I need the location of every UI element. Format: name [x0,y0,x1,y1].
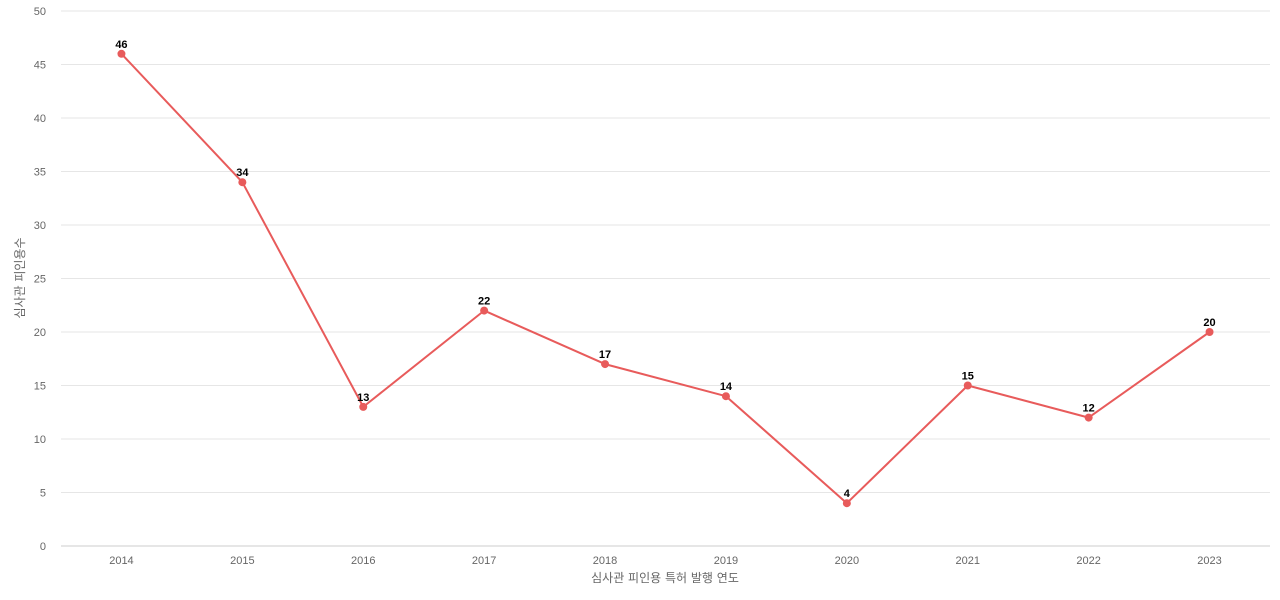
data-label: 22 [478,296,490,308]
y-tick-label: 35 [34,167,46,179]
y-tick-label: 10 [34,434,46,446]
x-tick-label: 2023 [1197,555,1221,567]
data-point[interactable] [1205,328,1214,336]
grid-lines [61,10,1270,547]
data-label: 46 [115,39,127,51]
data-point[interactable] [721,392,730,401]
x-tick-label: 2018 [593,555,617,567]
y-tick-label: 40 [34,113,46,125]
data-label: 34 [236,167,249,179]
x-tick-label: 2016 [351,555,375,567]
y-axis-ticks: 0 5 10 15 20 25 30 35 40 45 50 [34,6,46,553]
y-tick-label: 50 [34,6,46,18]
data-label: 4 [844,488,851,500]
y-tick-label: 20 [34,327,46,339]
y-tick-label: 25 [34,274,46,286]
data-label: 15 [962,371,974,383]
data-label: 13 [357,392,369,404]
x-axis-label: 심사관 피인용 특허 발행 연도 [591,570,739,585]
y-axis-label: 심사관 피인용수 [13,237,27,318]
x-tick-label: 2019 [714,555,738,567]
x-tick-label: 2014 [109,555,133,567]
y-tick-label: 15 [34,381,46,393]
y-tick-label: 5 [40,488,46,500]
data-label: 14 [720,381,733,393]
y-tick-label: 45 [34,60,46,72]
data-point[interactable] [842,499,851,508]
data-point[interactable] [117,49,126,58]
x-tick-label: 2017 [472,555,496,567]
data-point[interactable] [1084,413,1093,422]
y-tick-label: 30 [34,220,46,232]
data-point[interactable] [480,306,489,315]
data-label: 12 [1083,403,1095,415]
data-label: 17 [599,349,611,361]
data-point[interactable] [601,360,610,369]
y-tick-label: 0 [40,541,46,553]
series-group [117,49,1214,508]
data-labels: 46 34 13 22 17 14 4 15 12 20 [115,39,1215,500]
x-tick-label: 2020 [835,555,859,567]
x-tick-label: 2022 [1076,555,1100,567]
x-axis-ticks: 2014 2015 2016 2017 2018 2019 2020 2021 2022 2023 [109,555,1222,567]
x-tick-label: 2021 [956,555,980,567]
x-tick-label: 2015 [230,555,254,567]
data-point[interactable] [359,402,368,411]
data-point[interactable] [963,381,972,390]
series-line [120,53,1211,505]
data-label: 20 [1203,317,1215,329]
data-point[interactable] [238,178,247,187]
